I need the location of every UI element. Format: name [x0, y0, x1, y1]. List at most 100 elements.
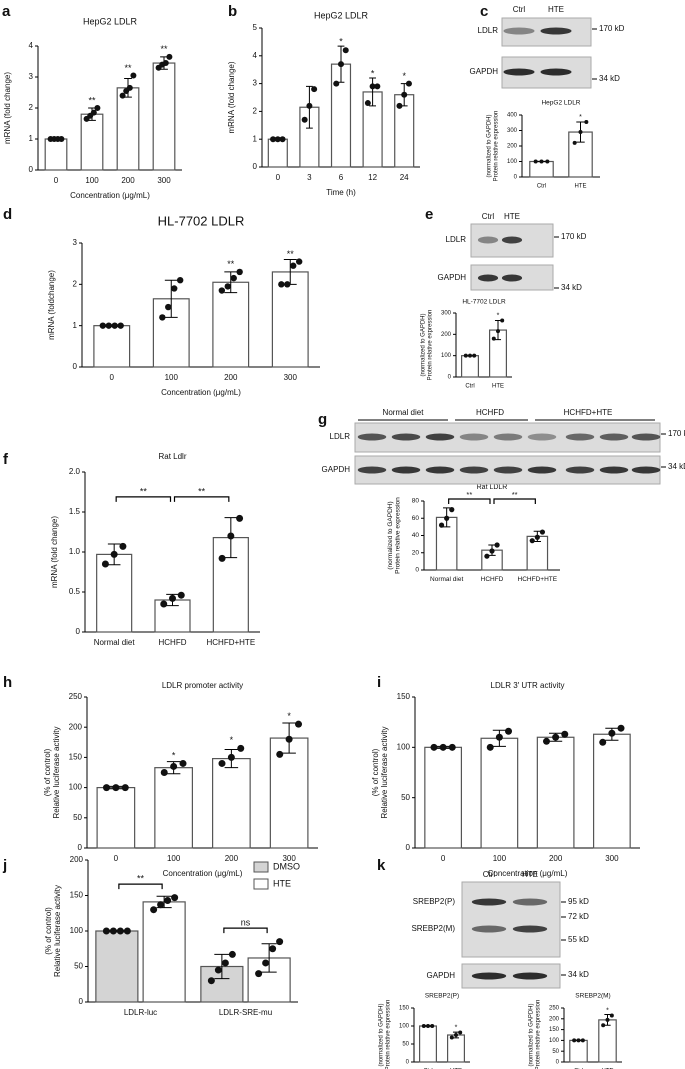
y-axis-label: (normalized to GAPDH) [421, 313, 427, 376]
bar [152, 62, 176, 171]
data-point [58, 136, 65, 142]
y-tick-label: 4 [253, 51, 258, 60]
data-point [274, 136, 281, 143]
error-bar [164, 279, 178, 318]
bar [212, 536, 249, 633]
x-tick-label: HCHFD+HTE [518, 576, 558, 583]
bar [212, 281, 250, 368]
band-label: LDLR [330, 432, 351, 441]
y-tick-label: 1.0 [69, 547, 81, 556]
data-point [171, 285, 178, 292]
x-tick-label: 100 [167, 854, 181, 863]
data-point [364, 100, 371, 107]
data-point [533, 159, 538, 164]
blot-band [493, 433, 523, 441]
data-point [130, 72, 137, 79]
data-point [580, 1038, 585, 1043]
x-tick-label: 0 [114, 854, 119, 863]
data-point [491, 336, 496, 341]
data-point [369, 83, 376, 90]
data-point [221, 959, 229, 967]
data-point [255, 970, 263, 978]
data-point [218, 287, 226, 294]
comparison-bracket [173, 496, 230, 502]
data-point [572, 1038, 577, 1043]
data-point [486, 743, 494, 751]
y-tick-label: 300 [441, 311, 452, 317]
marker-label: 34 kD [568, 970, 589, 979]
data-point [396, 102, 403, 109]
data-point [505, 727, 513, 735]
data-point [170, 762, 178, 770]
data-point [227, 532, 235, 540]
marker-label: 55 kD [568, 935, 589, 944]
data-point [599, 738, 607, 746]
y-tick-label: 2 [29, 103, 34, 112]
panel-letter: g [318, 411, 327, 428]
chart-title: LDLR promoter activity [162, 681, 243, 690]
marker-label: 170 kD [599, 24, 625, 33]
group-label: HCHFD [476, 408, 504, 417]
blot-band [512, 972, 548, 980]
bar [93, 325, 131, 368]
y-tick-label: 150 [549, 1027, 560, 1033]
y-axis-label: Protein relative expression [536, 1000, 542, 1069]
y-tick-label: 3 [253, 79, 258, 88]
chart-title: LDLR 3′ UTR activity [491, 681, 565, 690]
y-tick-label: 0 [29, 165, 34, 174]
comparison-bracket [223, 927, 268, 934]
band-label: LDLR [478, 26, 499, 35]
x-tick-label: 0 [441, 854, 446, 863]
y-tick-label: 0 [79, 997, 84, 1006]
bar [480, 737, 519, 849]
data-point [617, 724, 625, 732]
data-point [94, 105, 101, 111]
blot-band [471, 925, 507, 933]
x-axis-label: Concentration (μg/mL) [70, 191, 150, 200]
comparison-label: ns [241, 918, 251, 928]
x-tick-label: 100 [165, 373, 179, 382]
data-point [295, 720, 303, 728]
chart-title: HepG2 LDLR [83, 16, 138, 26]
y-tick-label: 5 [253, 23, 258, 32]
bar [569, 1039, 588, 1063]
data-point [276, 938, 284, 946]
bar [271, 271, 309, 368]
blot-band [459, 433, 489, 441]
data-point [338, 61, 344, 68]
data-point [157, 901, 165, 909]
y-axis-label: Relative luciferase activity [52, 726, 61, 818]
data-point [301, 116, 308, 123]
bar [461, 355, 480, 378]
chart-title: HL-7702 LDLR [462, 299, 506, 306]
data-point [121, 784, 129, 792]
y-axis-label: (% of control) [44, 907, 53, 955]
data-point [444, 515, 450, 521]
chart-title: HepG2 LDLR [314, 10, 369, 20]
data-point [333, 80, 340, 87]
data-point [112, 784, 120, 792]
panel-letter: d [3, 206, 12, 223]
y-tick-label: 4 [29, 41, 34, 50]
data-point [561, 730, 569, 738]
data-point [496, 329, 500, 334]
data-point [295, 258, 303, 265]
data-point [237, 744, 245, 752]
data-point [165, 303, 172, 311]
y-tick-label: 200 [549, 1016, 560, 1022]
bar [96, 553, 133, 633]
data-point [284, 281, 291, 288]
chart-title: HepG2 LDLR [541, 100, 580, 107]
x-tick-label: Normal diet [430, 576, 463, 583]
lane-label: Ctrl [483, 870, 496, 879]
marker-label: 170 kD [668, 429, 685, 438]
data-point [270, 136, 277, 143]
marker-label: 34 kD [599, 74, 620, 83]
comparison-bracket [448, 498, 491, 505]
data-point [601, 1023, 606, 1028]
data-point [230, 274, 237, 282]
comparison-bracket [118, 883, 163, 890]
data-point [608, 729, 616, 737]
blot-band [471, 898, 507, 906]
legend-swatch [253, 878, 269, 890]
